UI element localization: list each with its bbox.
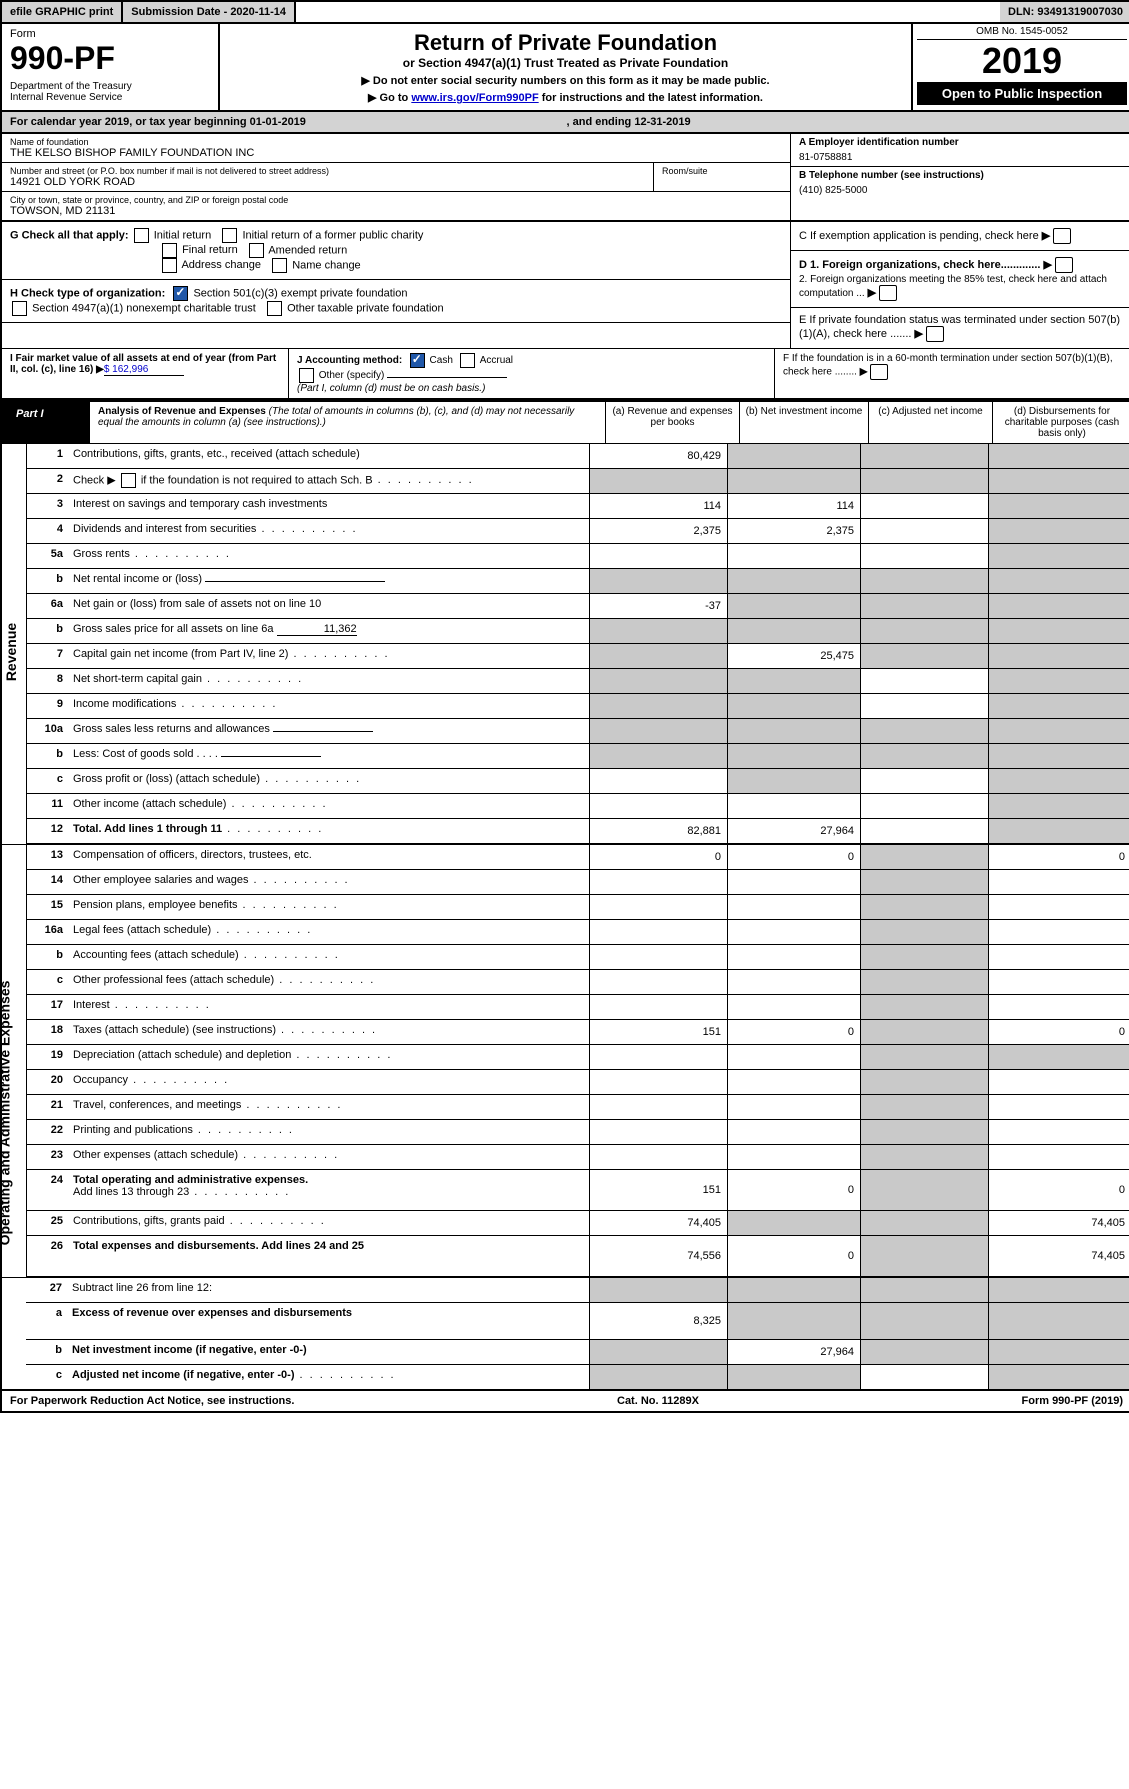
efile-label: efile GRAPHIC print xyxy=(2,2,123,22)
checkbox-other-taxable[interactable] xyxy=(267,301,282,316)
tax-year: 2019 xyxy=(917,40,1127,82)
entity-info: Name of foundation THE KELSO BISHOP FAMI… xyxy=(2,134,1129,222)
ein: 81-0758881 xyxy=(799,148,1123,163)
foundation-name: THE KELSO BISHOP FAMILY FOUNDATION INC xyxy=(10,147,782,159)
checkbox-e[interactable] xyxy=(926,326,944,342)
part-1-header: Part I Analysis of Revenue and Expenses … xyxy=(2,400,1129,444)
checkbox-d2[interactable] xyxy=(879,285,897,301)
checkbox-c[interactable] xyxy=(1053,228,1071,244)
calendar-year-row: For calendar year 2019, or tax year begi… xyxy=(2,112,1129,134)
city-state-zip: TOWSON, MD 21131 xyxy=(10,205,782,217)
checkbox-other-method[interactable] xyxy=(299,368,314,383)
checkbox-4947[interactable] xyxy=(12,301,27,316)
form-title: Return of Private Foundation xyxy=(226,30,905,56)
form-id-box: Form 990-PF Department of the Treasury I… xyxy=(2,24,220,110)
phone: (410) 825-5000 xyxy=(799,181,1123,196)
checkbox-d1[interactable] xyxy=(1055,257,1073,273)
open-inspection: Open to Public Inspection xyxy=(917,82,1127,105)
form-header: Form 990-PF Department of the Treasury I… xyxy=(2,24,1129,112)
checkbox-address-change[interactable] xyxy=(162,258,177,273)
col-d-header: (d) Disbursements for charitable purpose… xyxy=(992,402,1129,443)
street-address: 14921 OLD YORK ROAD xyxy=(10,176,645,188)
col-b-header: (b) Net investment income xyxy=(739,402,868,443)
checkbox-final[interactable] xyxy=(162,243,177,258)
checkbox-501c3[interactable] xyxy=(173,286,188,301)
checkbox-sch-b[interactable] xyxy=(121,473,136,488)
col-a-header: (a) Revenue and expenses per books xyxy=(605,402,739,443)
checkbox-initial-former[interactable] xyxy=(222,228,237,243)
section-h: H Check type of organization: Section 50… xyxy=(2,280,790,323)
checkbox-name-change[interactable] xyxy=(272,258,287,273)
irs-link[interactable]: www.irs.gov/Form990PF xyxy=(411,92,538,104)
year-box: OMB No. 1545-0052 2019 Open to Public In… xyxy=(913,24,1129,110)
omb-number: OMB No. 1545-0052 xyxy=(917,26,1127,40)
checkbox-accrual[interactable] xyxy=(460,353,475,368)
page-footer: For Paperwork Reduction Act Notice, see … xyxy=(2,1389,1129,1411)
section-g: G Check all that apply: Initial return I… xyxy=(2,222,790,280)
top-bar: efile GRAPHIC print Submission Date - 20… xyxy=(2,2,1129,24)
revenue-section: Revenue 1Contributions, gifts, grants, e… xyxy=(2,444,1129,844)
dln-number: DLN: 93491319007030 xyxy=(1000,2,1129,22)
checkbox-f[interactable] xyxy=(870,364,888,380)
form-page: efile GRAPHIC print Submission Date - 20… xyxy=(0,0,1129,1413)
fmv-value: $ 162,996 xyxy=(104,364,184,376)
checkbox-cash[interactable] xyxy=(410,353,425,368)
submission-date: Submission Date - 2020-11-14 xyxy=(123,2,296,22)
form-title-box: Return of Private Foundation or Section … xyxy=(220,24,913,110)
form-number: 990-PF xyxy=(10,40,210,77)
col-c-header: (c) Adjusted net income xyxy=(868,402,992,443)
expenses-section: Operating and Administrative Expenses 13… xyxy=(2,844,1129,1277)
checkbox-amended[interactable] xyxy=(249,243,264,258)
checkbox-initial-return[interactable] xyxy=(134,228,149,243)
